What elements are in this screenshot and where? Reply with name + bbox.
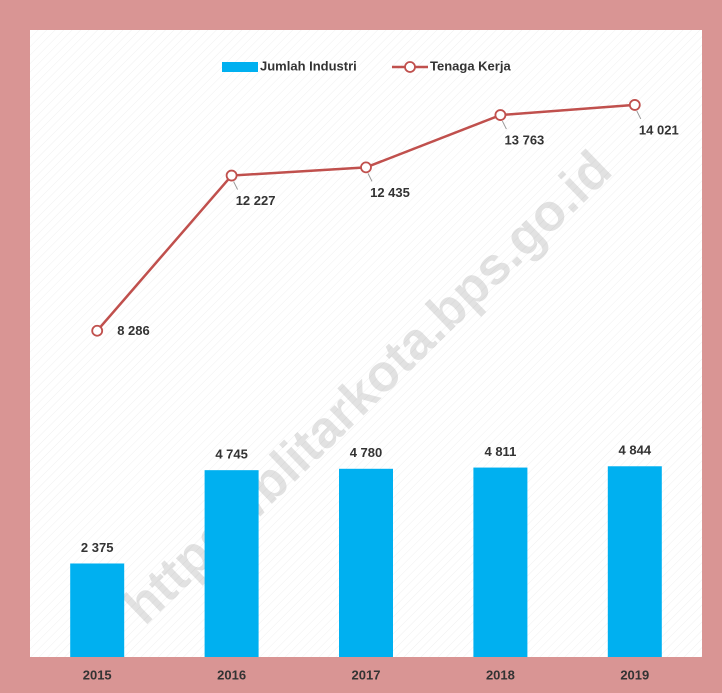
data-label: 4 745 [215, 447, 248, 462]
x-tick-label: 2016 [217, 667, 246, 682]
data-label: 12 227 [236, 193, 276, 208]
line-marker [91, 324, 104, 337]
x-tick-label: 2019 [620, 667, 649, 682]
line-marker [494, 109, 507, 121]
line-marker [360, 161, 372, 174]
data-label: 4 780 [350, 445, 383, 460]
legend-swatch [222, 62, 258, 72]
bar [473, 467, 528, 657]
x-tick-label: 2017 [352, 667, 381, 682]
leader-line [636, 110, 642, 120]
bar [607, 466, 662, 657]
data-label: 13 763 [505, 133, 545, 148]
legend-marker [404, 61, 416, 73]
data-label: 12 435 [370, 185, 410, 200]
data-label: 4 811 [484, 444, 516, 459]
line-marker [628, 99, 641, 111]
data-label: 8 286 [117, 323, 150, 338]
bar [204, 470, 259, 657]
x-tick-label: 2018 [486, 667, 515, 682]
legend-label: Tenaga Kerja [430, 58, 511, 73]
bar [70, 563, 125, 657]
data-label: 14 021 [639, 122, 679, 137]
x-tick-label: 2015 [83, 667, 112, 682]
leader-line [233, 181, 239, 190]
leader-line [367, 173, 373, 182]
data-label: 4 844 [619, 443, 652, 458]
legend-label: Jumlah Industri [260, 58, 357, 73]
line-marker [225, 169, 238, 182]
data-label: 2 375 [81, 540, 114, 555]
leader-line [501, 120, 507, 130]
bar [339, 468, 393, 657]
